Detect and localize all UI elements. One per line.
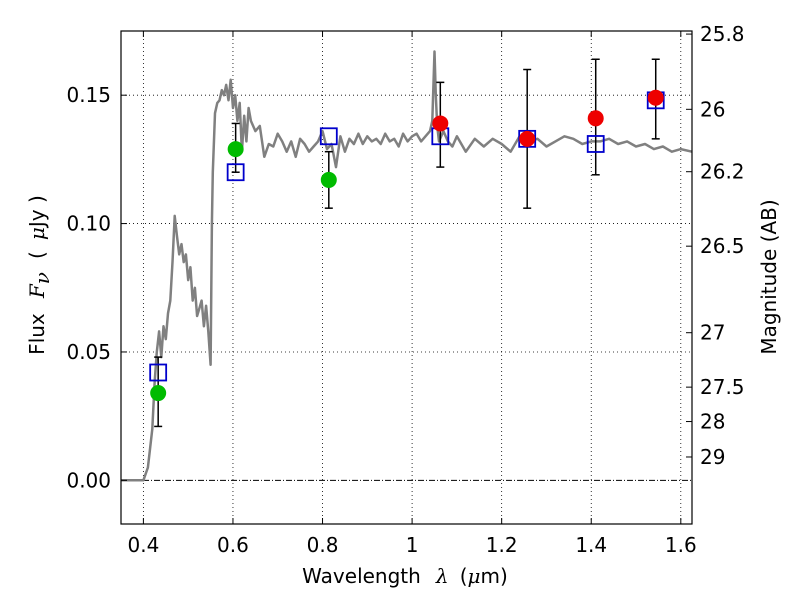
ticks-layer: 0.4 0.6 0.8 1 1.2 1.4 1.6 0.00 0.05 0.10 0.15 25.8 2…: [66, 22, 744, 557]
y-tick-label: 0.00: [66, 468, 111, 492]
observed_nir-marker: [432, 115, 449, 132]
observed_optical-marker: [150, 385, 167, 402]
y2-tick-label: 27.5: [700, 375, 745, 399]
y2-tick-label: 26: [700, 97, 725, 121]
model-square-marker: [319, 127, 338, 146]
y-tick-label: 0.05: [66, 340, 111, 364]
x-tick-label: 0.6: [217, 533, 249, 557]
observed_nir-marker: [587, 110, 604, 127]
observed_nir-marker: [519, 130, 536, 147]
model-square-marker: [149, 363, 168, 382]
plot-frame: [120, 30, 693, 525]
observed_optical-marker: [320, 171, 337, 188]
model-square-marker: [226, 163, 245, 182]
observed_optical-marker: [227, 141, 244, 158]
spectrum-layer: [121, 50, 693, 482]
y2-tick-label: 28: [700, 410, 725, 434]
x-tick-label: 0.4: [127, 533, 159, 557]
y-tick-label: 0.10: [66, 212, 111, 236]
grid: [121, 31, 692, 524]
marker-layer: [149, 89, 665, 402]
model-square-marker: [586, 135, 605, 153]
y-axis-title: Flux Fν ( μJy ): [25, 195, 54, 355]
observed_nir-marker: [647, 89, 664, 106]
x-tick-label: 1.4: [575, 533, 607, 557]
y2-tick-label: 26.5: [700, 234, 745, 258]
spectrum-line: [121, 50, 693, 482]
y2-tick-label: 25.8: [700, 22, 745, 46]
x-tick-label: 1.6: [665, 533, 697, 557]
x-tick-label: 1: [406, 533, 419, 557]
y2-tick-label: 26.2: [700, 160, 745, 184]
y2-tick-label: 29: [700, 445, 725, 469]
y-tick-label: 0.15: [66, 83, 111, 107]
y2-tick-label: 27: [700, 321, 725, 345]
x-tick-label: 1.2: [486, 533, 518, 557]
x-axis-title: Wavelength λ (μm): [302, 564, 508, 588]
errorbar-layer: [154, 58, 660, 428]
y2-axis-title: Magnitude (AB): [757, 199, 781, 354]
x-tick-label: 0.8: [307, 533, 339, 557]
